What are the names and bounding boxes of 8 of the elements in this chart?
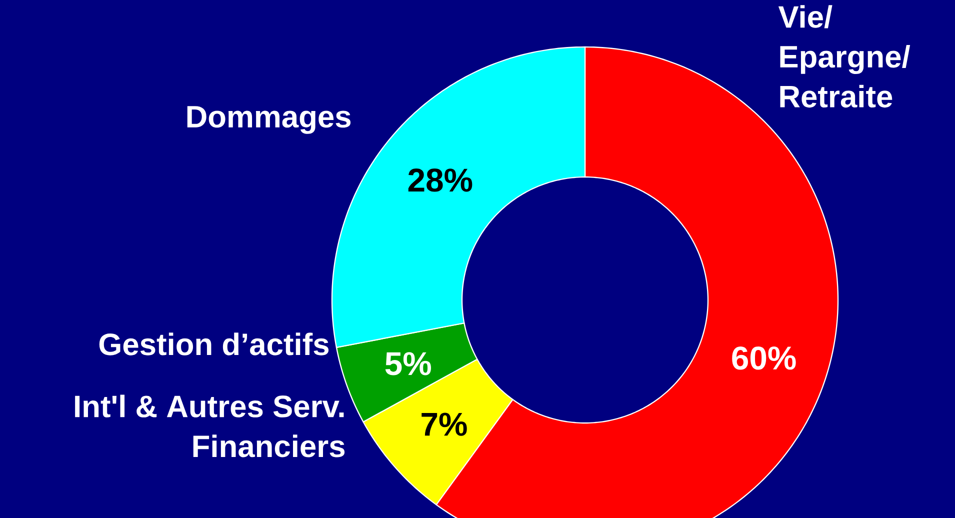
slice-label: Gestion d’actifs [99, 332, 329, 356]
slice-label: Int'l & Autres Serv. Financiers [75, 394, 345, 458]
slice-label: Vie/ Epargne/ Retraite [778, 5, 910, 108]
data-label: 28% [408, 168, 472, 192]
data-label: 5% [385, 352, 431, 376]
data-label: 7% [422, 412, 467, 436]
data-label: 60% [732, 346, 796, 370]
slice-label: Dommages [187, 106, 351, 134]
